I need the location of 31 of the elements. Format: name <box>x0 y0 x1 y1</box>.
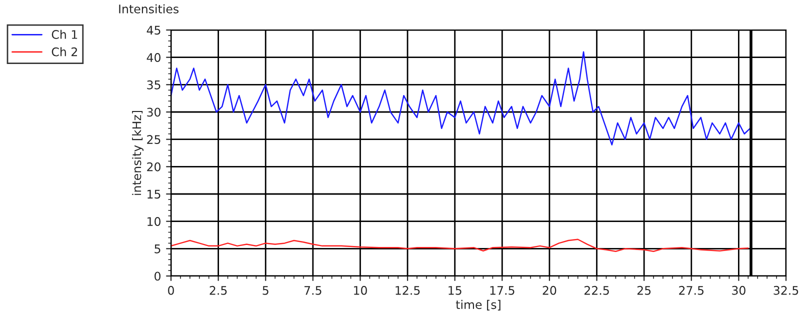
x-tick-label: 27.5 <box>679 286 704 295</box>
y-tick-label: 25 <box>147 135 160 144</box>
y-tick-label: 15 <box>148 190 160 199</box>
y-tick-label: 20 <box>147 162 160 172</box>
y-tick-label: 10 <box>148 217 160 226</box>
x-tick-label: 32.5 <box>774 286 798 295</box>
line-series <box>171 51 751 146</box>
x-tick-label: 0 <box>168 286 174 295</box>
chart-title: Intensities <box>119 4 179 14</box>
x-tick-label: 15 <box>448 286 462 295</box>
line-series <box>171 238 749 252</box>
x-tick-label: 2.5 <box>210 286 227 295</box>
y-tick-label: 5 <box>154 244 160 254</box>
x-axis-title: time [s] <box>456 300 500 310</box>
legend-label: Ch 1 <box>52 30 78 39</box>
x-tick-label: 20 <box>542 286 556 295</box>
x-tick-label: 25 <box>637 286 651 295</box>
y-tick-label: 40 <box>146 53 160 62</box>
x-tick-label: 17.5 <box>490 286 514 295</box>
y-tick-label: 30 <box>147 108 160 117</box>
x-tick-label: 7.5 <box>304 286 322 295</box>
x-tick-label: 10 <box>354 286 367 295</box>
legend-label: Ch 2 <box>52 47 77 56</box>
x-tick-label: 12.5 <box>396 286 420 295</box>
y-tick-label: 35 <box>147 80 160 90</box>
x-tick-label: 5 <box>262 286 268 295</box>
x-tick-label: 22.5 <box>584 286 609 295</box>
y-tick-label: 0 <box>154 272 160 281</box>
y-axis-title: intensity [kHz] <box>132 110 144 195</box>
x-tick-label: 30 <box>732 286 746 295</box>
y-tick-label: 45 <box>146 26 160 35</box>
